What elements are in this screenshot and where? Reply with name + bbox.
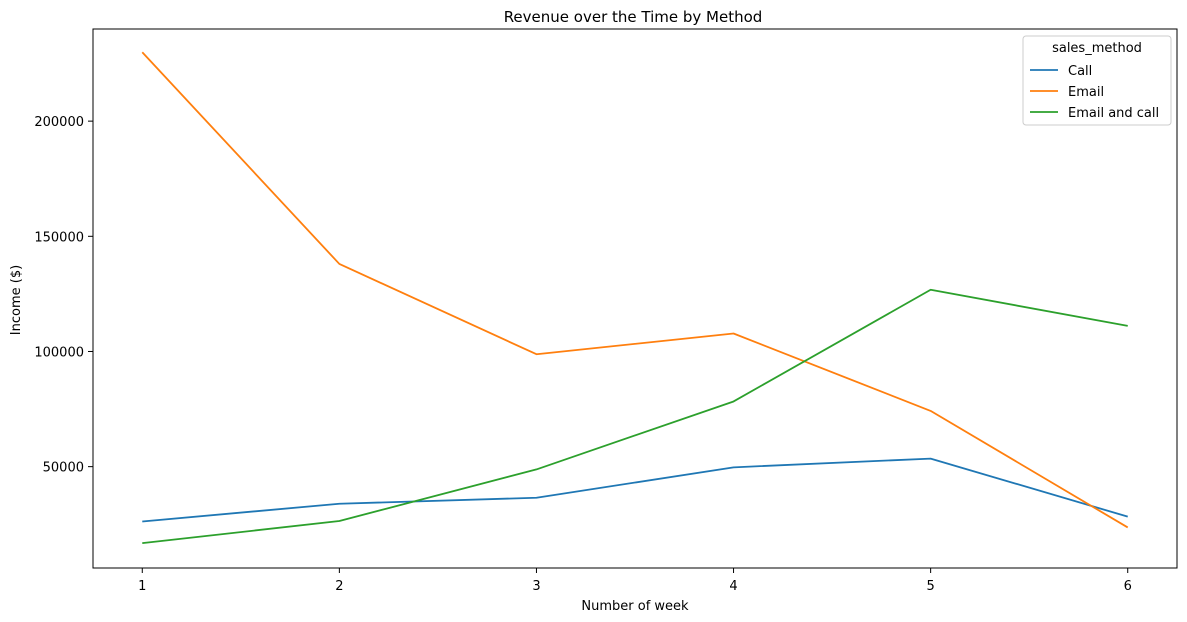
legend-label: Email: [1068, 85, 1104, 100]
x-tick-label: 4: [729, 579, 737, 594]
series-line-email-and-call: [142, 288, 1128, 545]
y-tick-label: 200000: [34, 115, 84, 130]
y-tick-label: 150000: [34, 230, 84, 245]
plot-area: [92, 28, 1178, 569]
legend-label: Call: [1068, 64, 1092, 79]
series-line-email: [141, 51, 1129, 529]
x-axis: 1 2 3 4 5 6: [138, 568, 1132, 594]
y-tick-label: 100000: [34, 345, 84, 360]
x-tick-label: 1: [138, 579, 146, 594]
x-axis-label: Number of week: [581, 599, 689, 614]
legend-title: sales_method: [1052, 41, 1142, 56]
axes-frame: [92, 28, 1178, 569]
y-axis-label: Income ($): [9, 265, 24, 335]
series-line-call: [142, 457, 1128, 523]
x-tick-label: 2: [335, 579, 343, 594]
x-tick-label: 6: [1124, 579, 1132, 594]
x-tick-label: 3: [532, 579, 540, 594]
legend-label: Email and call: [1068, 106, 1159, 121]
legend-box: [1022, 35, 1172, 126]
x-tick-label: 5: [926, 579, 934, 594]
chart-title: Revenue over the Time by Method: [504, 8, 763, 26]
legend: sales_method Call Email Email and call: [1022, 35, 1172, 126]
y-tick-label: 50000: [43, 461, 84, 476]
y-axis: 50000 100000 150000 200000: [34, 115, 93, 476]
